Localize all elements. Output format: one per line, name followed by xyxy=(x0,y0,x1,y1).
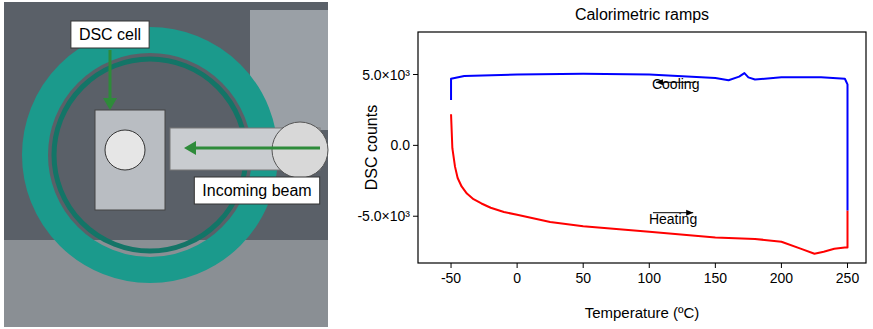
photo-motor xyxy=(272,122,328,178)
x-tick-label: 150 xyxy=(704,270,728,286)
x-tick xyxy=(583,263,584,268)
x-tick-label: -50 xyxy=(441,270,461,286)
x-tick-label: 250 xyxy=(836,270,860,286)
photo: DSC cell Incoming beam xyxy=(4,2,328,327)
y-axis-title: DSC counts xyxy=(363,105,380,190)
x-tick-label: 0 xyxy=(513,270,521,286)
photo-dsc-window xyxy=(105,130,145,170)
x-tick xyxy=(451,263,452,268)
photo-label: Incoming beam xyxy=(202,182,311,199)
y-tick xyxy=(413,74,418,75)
x-tick-label: 100 xyxy=(638,270,662,286)
x-axis-title: Temperature (ºC) xyxy=(585,304,700,321)
x-tick xyxy=(517,263,518,268)
y-tick xyxy=(413,145,418,146)
x-tick-label: 50 xyxy=(575,270,591,286)
photo-floor xyxy=(4,240,328,327)
series-label: Cooling xyxy=(652,76,699,92)
x-tick xyxy=(715,263,716,268)
y-tick xyxy=(413,216,418,217)
series-arrow-head xyxy=(656,79,663,85)
y-tick-label: 5.0×10³ xyxy=(362,67,410,83)
photo-label: DSC cell xyxy=(79,26,141,43)
figure: DSC cell Incoming beam Calorimetric ramps -… xyxy=(0,0,873,329)
photo-arrow xyxy=(109,50,112,105)
photo-arrow-head xyxy=(103,98,117,110)
y-tick-label: -5.0×10³ xyxy=(357,208,410,224)
series-arrow-head xyxy=(686,210,693,216)
series-line xyxy=(451,73,847,210)
x-tick xyxy=(781,263,782,268)
photo-dsc-cell xyxy=(95,110,165,210)
y-tick-label: 0.0 xyxy=(391,137,411,153)
photo-arrow xyxy=(190,147,320,150)
photo-label-box xyxy=(71,21,149,48)
x-tick xyxy=(649,263,650,268)
plot-area xyxy=(451,73,847,254)
photo-arrow-head xyxy=(184,141,196,155)
chart-title: Calorimetric ramps xyxy=(575,6,709,23)
x-tick xyxy=(847,263,848,268)
photo-label-box xyxy=(194,177,319,204)
photo-background xyxy=(4,2,328,327)
series-line xyxy=(451,114,847,254)
x-tick-label: 200 xyxy=(770,270,794,286)
plot-frame xyxy=(418,32,866,263)
